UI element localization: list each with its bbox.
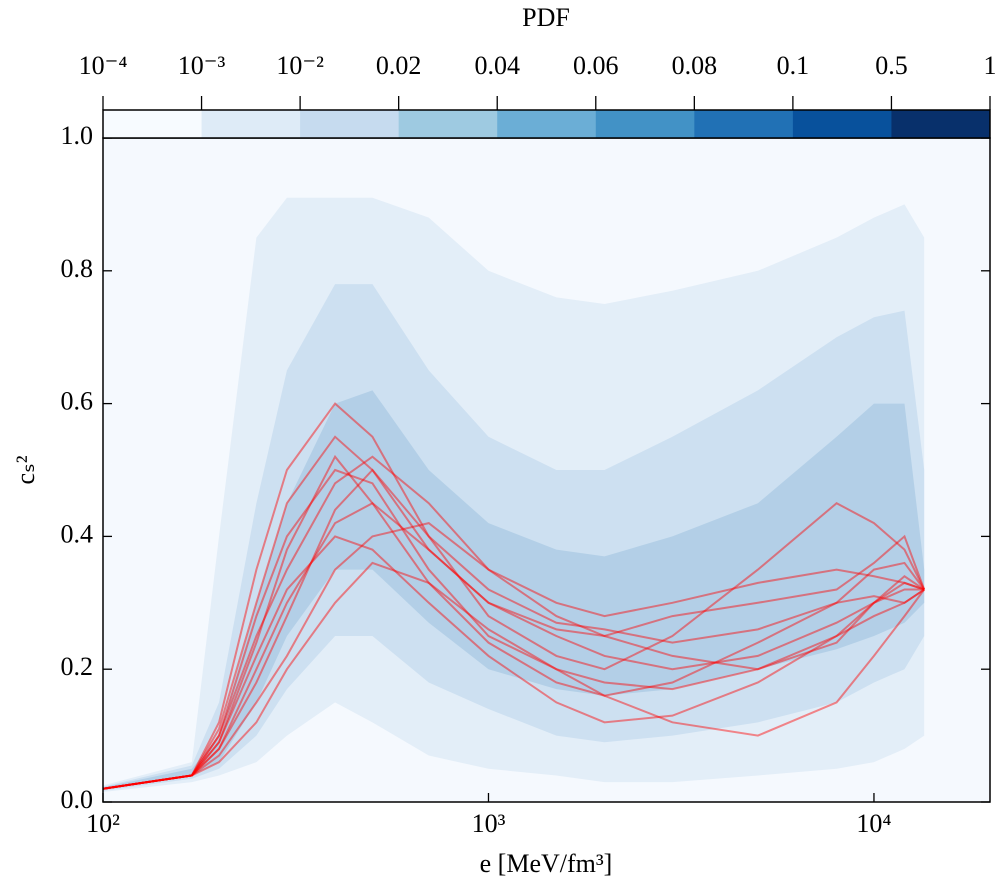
colorbar-segment [300, 110, 400, 138]
y-tick-label: 0.4 [61, 519, 94, 548]
sample-curve [103, 522, 925, 790]
colorbar-title: PDF [522, 3, 570, 32]
sample-curve [103, 468, 925, 790]
colorbar-segment [103, 110, 203, 138]
sample-curve [103, 402, 926, 790]
sample-curve [103, 435, 926, 790]
colorbar-label: 10⁻² [276, 51, 324, 80]
sample-curve [103, 535, 925, 790]
colorbar-segment [694, 110, 794, 138]
sample-curve [103, 561, 926, 790]
colorbar-segment [201, 110, 301, 138]
colorbar-segment [497, 110, 597, 138]
y-tick-label: 0.2 [61, 652, 94, 681]
y-tick-label: 0.8 [61, 254, 94, 283]
colorbar-label: 10⁻³ [178, 51, 226, 80]
colorbar-frame [102, 109, 991, 139]
colorbar-segment [398, 110, 498, 138]
colorbar-segment [792, 110, 892, 138]
sample-curve [103, 454, 926, 790]
plot-area [103, 197, 926, 793]
sample-curve [103, 455, 925, 790]
colorbar-segment [891, 110, 991, 138]
y-tick-label: 0.6 [61, 387, 94, 416]
x-tick-label: 10³ [472, 809, 506, 838]
colorbar-label: 0.5 [875, 51, 908, 80]
y-tick-label: 1.0 [61, 121, 94, 150]
x-tick-label: 10⁴ [856, 809, 891, 838]
colorbar-label: 0.04 [474, 51, 520, 80]
colorbar-segment [595, 110, 695, 138]
x-axis-label: e [MeV/fm³] [480, 849, 613, 878]
colorbar-label: 0.08 [672, 51, 718, 80]
density-band [103, 390, 925, 791]
x-tick-label: 10² [86, 809, 120, 838]
colorbar-label: 0.1 [777, 51, 810, 80]
colorbar-label: 0.02 [376, 51, 422, 80]
colorbar-label: 10⁻⁴ [79, 51, 128, 80]
colorbar-label: 0.06 [573, 51, 619, 80]
y-tick-label: 0.0 [61, 785, 94, 814]
y-axis-label: cₛ² [11, 455, 40, 484]
colorbar-label: 1 [984, 51, 997, 80]
sample-curve [103, 502, 925, 790]
sample-curve [103, 468, 925, 790]
